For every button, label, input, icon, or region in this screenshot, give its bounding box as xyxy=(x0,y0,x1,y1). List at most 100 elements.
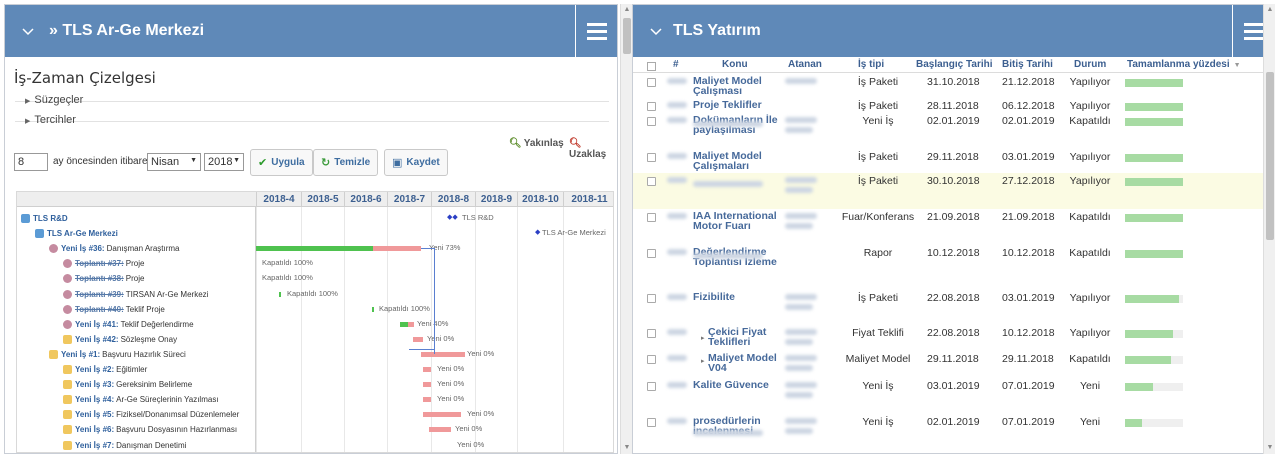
row-checkbox[interactable] xyxy=(647,418,656,427)
scroll-thumb[interactable] xyxy=(1266,72,1274,240)
row-checkbox[interactable] xyxy=(647,355,656,364)
row-checkbox[interactable] xyxy=(647,213,656,222)
col-baslangic[interactable]: Başlangıç Tarihi xyxy=(916,59,993,70)
scroll-up-icon[interactable]: ▲ xyxy=(1266,6,1274,13)
col-konu[interactable]: Konu xyxy=(722,59,748,70)
row-checkbox[interactable] xyxy=(647,153,656,162)
hamburger-menu-icon[interactable] xyxy=(575,5,617,57)
gantt-bar[interactable] xyxy=(408,321,414,327)
gantt-bar[interactable] xyxy=(372,306,374,312)
col-atanan[interactable]: Atanan xyxy=(788,59,822,70)
task-name[interactable]: Yeni İş #42: xyxy=(75,334,119,344)
gantt-task-row[interactable]: Toplantı #40: Teklif Proje xyxy=(63,302,165,317)
chevron-down-icon[interactable] xyxy=(21,24,35,38)
task-name[interactable]: Yeni İş #36: xyxy=(61,244,105,254)
row-checkbox[interactable] xyxy=(647,249,656,258)
right-scrollbar[interactable]: ▲ ▼ xyxy=(1263,4,1275,454)
row-checkbox[interactable] xyxy=(647,329,656,338)
task-name[interactable]: Yeni İş #4: xyxy=(75,395,115,405)
task-name[interactable]: Toplantı #39: xyxy=(75,289,124,299)
gantt-task-row[interactable]: Yeni İş #5: Fiziksel/Donanımsal Düzenleme… xyxy=(63,407,239,422)
col-tamamlanma[interactable]: Tamamlanma yüzdesi ▼ xyxy=(1127,59,1241,70)
scroll-down-icon[interactable]: ▼ xyxy=(1266,444,1274,451)
gantt-bar[interactable] xyxy=(373,246,421,252)
task-name[interactable]: Yeni İş #7: xyxy=(75,440,115,450)
gantt-bar[interactable] xyxy=(421,351,465,357)
task-name[interactable]: Toplantı #37: xyxy=(75,259,124,269)
task-name[interactable]: Yeni İş #5: xyxy=(75,410,115,420)
scroll-thumb[interactable] xyxy=(623,18,631,54)
gantt-bar[interactable] xyxy=(256,246,373,252)
scroll-up-icon[interactable]: ▲ xyxy=(623,6,631,13)
select-all-checkbox[interactable] xyxy=(647,62,656,71)
konu-link[interactable]: Maliyet Model V04 xyxy=(708,352,777,374)
table-row[interactable]: Değerlendirme Toplantısı İzleme Rapor 10.1… xyxy=(633,245,1274,290)
table-row[interactable]: ▸ Çekici Fiyat Teklifleri Fiyat Teklifi 22.… xyxy=(633,325,1274,351)
zoom-in-link[interactable]: 🔍︎ Yakınlaş xyxy=(509,138,564,149)
table-row[interactable]: Dokümanların İle paylaşılması Yeni İş 02.0… xyxy=(633,113,1274,149)
gantt-bar[interactable] xyxy=(423,412,461,418)
expand-arrow-icon[interactable]: ▸ xyxy=(701,335,705,342)
konu-link[interactable]: Çekici Fiyat Teklifleri xyxy=(708,326,767,348)
gantt-bar[interactable] xyxy=(423,367,431,372)
gantt-bar[interactable] xyxy=(423,382,431,388)
row-checkbox[interactable] xyxy=(647,382,656,391)
row-checkbox[interactable] xyxy=(647,177,656,186)
gantt-bar[interactable] xyxy=(423,397,431,403)
gantt-task-row[interactable]: Yeni İş #6: Başvuru Dosyasının Hazırlanma… xyxy=(63,422,237,437)
col-number[interactable]: # xyxy=(673,59,679,70)
gantt-task-row[interactable]: Yeni İş #4: Ar-Ge Süreçlerinin Yazılması xyxy=(63,392,219,407)
task-name[interactable]: Yeni İş #2: xyxy=(75,365,115,374)
month-select[interactable]: Nisan ▼ xyxy=(147,153,201,171)
left-scrollbar[interactable]: ▲ ▼ xyxy=(620,4,632,454)
konu-link[interactable]: IAA International Motor Fuarı xyxy=(693,210,777,232)
konu-link[interactable]: Maliyet Model Çalışmaları xyxy=(693,150,762,172)
task-name[interactable]: Toplantı #40: xyxy=(75,304,124,314)
gantt-task-row[interactable]: Toplantı #38: Proje xyxy=(63,271,144,286)
konu-link[interactable]: Dokümanların İle paylaşılması xyxy=(693,114,778,136)
gantt-task-row[interactable]: TLS R&D xyxy=(21,211,70,226)
gantt-task-row[interactable]: Yeni İş #7: Danışman Denetimi xyxy=(63,438,186,453)
konu-link[interactable]: Proje Teklifler xyxy=(693,99,762,111)
col-is-tipi[interactable]: İş tipi xyxy=(858,59,885,70)
task-name[interactable]: Yeni İş #1: xyxy=(61,349,101,359)
gantt-task-row[interactable]: TLS Ar-Ge Merkezi xyxy=(35,226,120,241)
task-name[interactable]: Yeni İş #3: xyxy=(75,380,115,390)
gantt-task-row[interactable]: Toplantı #37: Proje xyxy=(63,256,144,271)
clear-button[interactable]: ↻ Temizle xyxy=(313,149,379,176)
task-name[interactable]: TLS Ar-Ge Merkezi xyxy=(47,229,118,239)
table-row[interactable]: Maliyet Model Çalışması İş Paketi 31.10.20… xyxy=(633,74,1274,98)
konu-link[interactable]: Fizibilite xyxy=(693,291,735,303)
task-name[interactable]: Yeni İş #6: xyxy=(75,425,115,435)
konu-link[interactable]: Kalite Güvence xyxy=(693,379,769,391)
hamburger-menu-icon[interactable] xyxy=(1232,5,1274,57)
gantt-task-row[interactable]: Yeni İş #2: Eğitimler xyxy=(63,362,147,377)
gantt-bar[interactable] xyxy=(400,321,408,327)
table-row[interactable]: Fizibilite İş Paketi 22.08.2018 03.01.2019 Y… xyxy=(633,290,1274,325)
year-select[interactable]: 2018 ▼ xyxy=(204,153,244,171)
apply-button[interactable]: ✔ Uygula xyxy=(250,149,313,176)
gantt-task-row[interactable]: Yeni İş #41: Teklif Değerlendirme xyxy=(63,317,194,332)
scroll-down-icon[interactable]: ▼ xyxy=(623,444,631,451)
gantt-bar[interactable] xyxy=(429,427,451,433)
table-row[interactable]: Kalite Güvence Yeni İş 03.01.2019 07.01.201… xyxy=(633,378,1274,414)
chevron-down-icon[interactable] xyxy=(649,24,663,38)
konu-link[interactable]: Maliyet Model Çalışması xyxy=(693,75,762,97)
col-durum[interactable]: Durum xyxy=(1074,59,1107,70)
col-bitis[interactable]: Bitiş Tarihi xyxy=(1002,59,1053,70)
row-checkbox[interactable] xyxy=(647,294,656,303)
save-button[interactable]: ▣ Kaydet xyxy=(384,149,448,176)
table-row[interactable]: Maliyet Model Çalışmaları İş Paketi 29.11.… xyxy=(633,149,1274,173)
table-row[interactable]: İş Paketi 30.10.2018 27.12.2018 Yapılıyor xyxy=(633,173,1274,209)
table-row[interactable]: Proje Teklifler İş Paketi 28.11.2018 06.12.… xyxy=(633,98,1274,113)
prefs-toggle[interactable]: ▶ Tercihler xyxy=(25,114,76,126)
gantt-task-row[interactable]: Yeni İş #1: Başvuru Hazırlık Süreci xyxy=(49,347,186,362)
row-checkbox[interactable] xyxy=(647,117,656,126)
filters-toggle[interactable]: ▶ Süzgeçler xyxy=(25,94,83,106)
konu-link[interactable]: Değerlendirme Toplantısı İzleme xyxy=(693,246,777,268)
task-name[interactable]: Yeni İş #41: xyxy=(75,319,119,329)
expand-arrow-icon[interactable]: ▸ xyxy=(701,358,705,365)
row-checkbox[interactable] xyxy=(647,78,656,87)
row-checkbox[interactable] xyxy=(647,102,656,111)
task-name[interactable]: Toplantı #38: xyxy=(75,274,124,284)
